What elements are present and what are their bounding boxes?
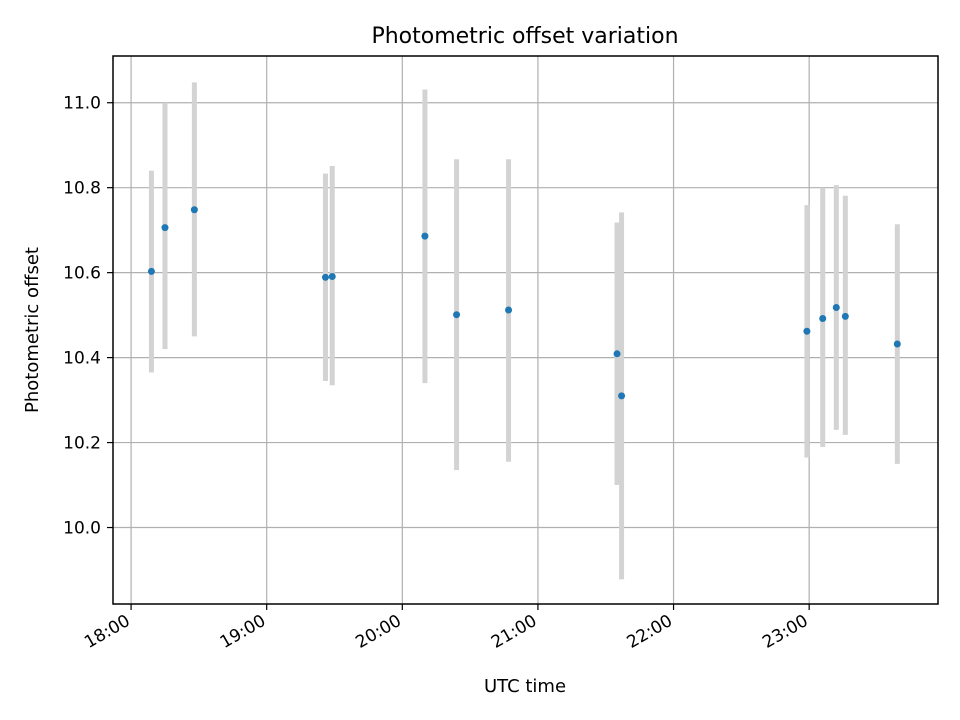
data-point	[819, 315, 827, 323]
data-point	[190, 206, 198, 214]
data-point	[328, 272, 336, 280]
x-axis-label: UTC time	[484, 676, 566, 697]
y-tick-label: 10.4	[63, 349, 101, 369]
data-point	[161, 224, 169, 232]
y-tick-label: 10.6	[63, 264, 101, 284]
data-point	[505, 306, 513, 314]
data-point	[618, 392, 626, 400]
data-point	[832, 303, 840, 311]
data-point	[893, 340, 901, 348]
data-point	[321, 273, 329, 281]
data-point	[613, 350, 621, 358]
data-point	[453, 311, 461, 319]
y-axis-label: Photometric offset	[22, 247, 43, 413]
data-points	[147, 206, 901, 400]
data-point	[841, 312, 849, 320]
y-tick-label: 11.0	[63, 94, 101, 114]
y-tick-label: 10.2	[63, 434, 101, 454]
y-tick-label: 10.0	[63, 519, 101, 539]
chart-title: Photometric offset variation	[371, 24, 678, 49]
data-point	[147, 267, 155, 275]
plot-frame	[112, 55, 939, 605]
y-axis-ticks: 10.0 10.2 10.4 10.6 10.8 11.0	[63, 94, 113, 539]
data-point	[421, 232, 429, 240]
data-point	[803, 327, 811, 335]
y-tick-label: 10.8	[63, 179, 101, 199]
